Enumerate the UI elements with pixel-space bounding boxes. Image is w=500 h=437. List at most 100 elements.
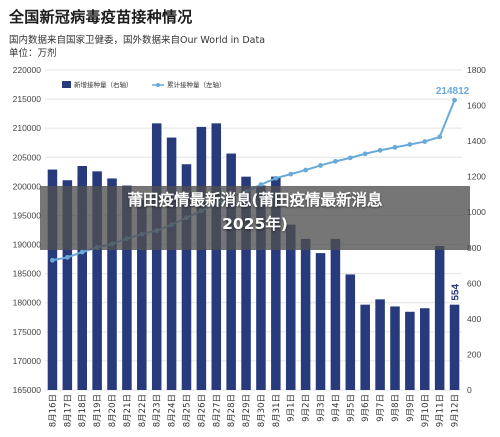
left-tick-label: 195000 [13, 210, 42, 220]
right-tick-label: 1000 [467, 207, 486, 217]
legend-line-label: 累计接种量（左轴） [167, 80, 226, 89]
right-tick-label: 1400 [467, 136, 486, 146]
new-vaccination-bar [434, 246, 445, 390]
left-tick-label: 190000 [13, 240, 42, 250]
cumulative-point [333, 158, 338, 164]
x-tick-label: 9月8日 [391, 394, 401, 422]
cumulative-point [407, 142, 413, 147]
left-tick-label: 220000 [13, 65, 42, 75]
headline-overlay [40, 186, 470, 250]
new-vaccination-bar [271, 176, 281, 390]
x-tick-label: 8月19日 [93, 394, 103, 427]
new-vaccination-bar [211, 123, 222, 390]
cumulative-point [288, 171, 294, 177]
new-vaccination-bar [241, 176, 251, 390]
headline-overlay-text: 莆田疫情最新消息(莆田疫情最新消息 2025年) [40, 188, 470, 236]
unit-note: 单位：万剂 [9, 48, 57, 59]
cumulative-point [362, 151, 368, 157]
cumulative-point [50, 257, 55, 263]
legend-bar-label: 新增接种量（右轴） [74, 80, 133, 89]
cumulative-point [377, 147, 383, 153]
new-vaccination-bar [330, 238, 341, 390]
new-vaccination-bar [62, 180, 73, 390]
cumulative-point [422, 139, 428, 144]
new-vaccination-data-label: 554 [451, 284, 462, 301]
right-tick-label: 0 [467, 385, 472, 395]
cumulative-point [258, 182, 264, 188]
left-tick-label: 170000 [13, 356, 42, 366]
right-tick-label: 1800 [467, 65, 486, 75]
x-tick-label: 9月1日 [287, 394, 297, 422]
new-vaccination-bar [137, 199, 147, 390]
right-tick-label: 1600 [467, 101, 486, 111]
left-tick-label: 210000 [13, 123, 42, 133]
x-tick-label: 8月24日 [168, 394, 178, 427]
data-source-note: 国内数据来自国家卫健委，国外数据来自Our World in Data [9, 35, 266, 46]
left-tick-label: 205000 [13, 152, 42, 162]
cumulative-point [392, 144, 398, 150]
new-vaccination-bar [122, 185, 132, 390]
cumulative-point [79, 249, 85, 255]
right-tick-label: 1200 [467, 172, 486, 182]
new-vaccination-bar [449, 304, 460, 390]
x-tick-label: 8月26日 [197, 394, 207, 427]
left-tick-label: 185000 [13, 269, 42, 279]
x-tick-label: 9月11日 [436, 394, 446, 427]
x-tick-label: 9月6日 [361, 394, 371, 422]
x-tick-label: 8月18日 [78, 394, 88, 427]
right-tick-label: 200 [467, 349, 481, 359]
x-tick-label: 8月23日 [153, 394, 163, 427]
legend-bar-swatch [62, 81, 71, 88]
new-vaccination-bar [181, 164, 192, 390]
left-tick-label: 165000 [13, 385, 42, 395]
x-tick-label: 9月10日 [421, 394, 431, 427]
x-tick-label: 8月27日 [212, 394, 222, 427]
right-tick-label: 600 [467, 278, 481, 288]
new-vaccination-bar [375, 299, 385, 390]
x-tick-label: 8月22日 [138, 394, 148, 427]
headline-line-1: 莆田疫情最新消息(莆田疫情最新消息 [127, 191, 383, 209]
right-tick-label: 800 [467, 243, 481, 253]
x-tick-label: 9月5日 [346, 394, 356, 422]
x-tick-label: 8月31日 [272, 394, 282, 427]
new-vaccination-bar [166, 137, 177, 390]
new-vaccination-bar [405, 311, 415, 390]
new-vaccination-bar [300, 238, 311, 390]
new-vaccination-bar [360, 304, 370, 390]
cumulative-point [437, 134, 443, 140]
new-vaccination-bar [420, 308, 430, 390]
left-tick-label: 200000 [13, 181, 42, 191]
x-tick-label: 9月2日 [302, 394, 312, 422]
new-vaccination-bar [285, 224, 296, 390]
new-vaccination-bar [47, 169, 58, 390]
x-tick-label: 8月25日 [182, 394, 192, 427]
x-tick-label: 8月29日 [242, 394, 252, 427]
cumulative-point [64, 254, 70, 260]
new-vaccination-bar [77, 166, 87, 390]
x-tick-label: 9月12日 [451, 394, 461, 427]
new-vaccination-bar [92, 171, 102, 390]
new-vaccination-bar [196, 126, 207, 390]
x-tick-label: 8月28日 [227, 394, 237, 427]
x-tick-label: 8月21日 [123, 394, 133, 427]
left-tick-label: 175000 [13, 327, 42, 337]
left-tick-label: 215000 [13, 94, 42, 104]
right-tick-label: 400 [467, 314, 481, 324]
x-tick-label: 8月20日 [108, 394, 118, 427]
x-tick-label: 9月4日 [331, 394, 341, 422]
cumulative-point [303, 167, 309, 173]
left-tick-label: 180000 [13, 298, 42, 308]
x-tick-label: 9月9日 [406, 394, 416, 422]
x-tick-label: 9月7日 [376, 394, 386, 422]
x-tick-label: 8月17日 [63, 394, 73, 427]
x-tick-label: 9月3日 [317, 394, 327, 422]
cumulative-data-label: 214812 [436, 86, 470, 97]
x-tick-label: 8月16日 [48, 394, 58, 427]
new-vaccination-bar [226, 153, 236, 390]
cumulative-point [273, 175, 279, 181]
cumulative-point [452, 97, 457, 103]
new-vaccination-bar [151, 123, 162, 390]
new-vaccination-bar [256, 185, 266, 390]
new-vaccination-bar [390, 306, 400, 390]
